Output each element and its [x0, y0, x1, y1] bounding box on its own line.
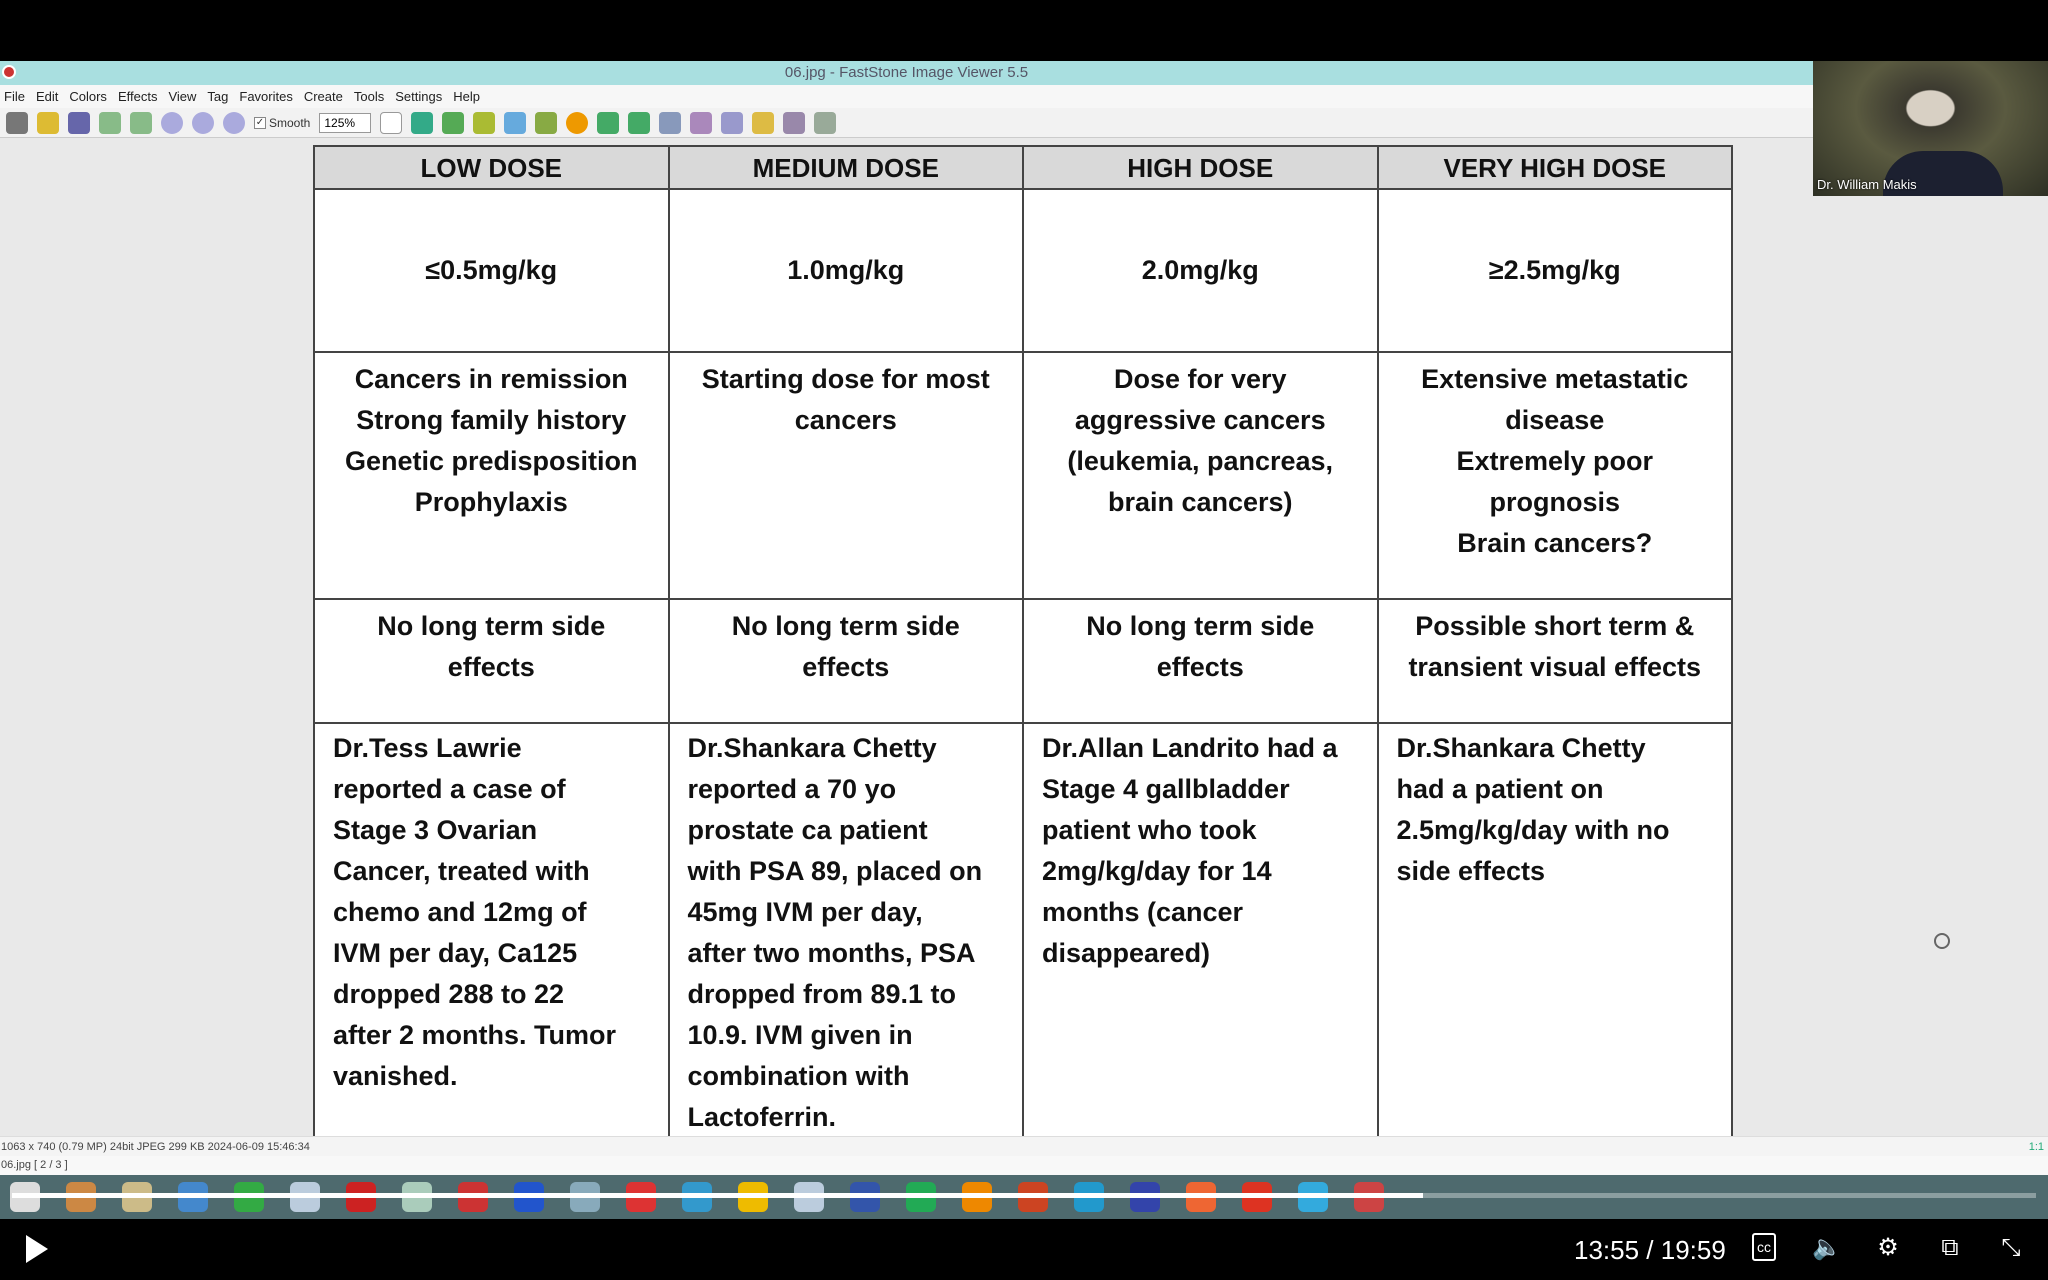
zoom-out-icon[interactable]	[192, 111, 214, 134]
next-icon[interactable]	[130, 111, 152, 134]
compare-icon[interactable]	[659, 111, 682, 134]
properties-icon[interactable]	[814, 111, 837, 134]
effects-icon[interactable]	[566, 111, 589, 134]
header-very-high-dose: VERY HIGH DOSE	[1376, 145, 1733, 190]
draw-icon[interactable]	[721, 111, 744, 134]
magnifier-cursor-icon	[1934, 933, 1950, 949]
side-effects-cell: No long term side effects	[667, 598, 1024, 724]
fit-icon[interactable]	[223, 111, 245, 134]
side-effects-cell: Possible short term & transient visual e…	[1376, 598, 1733, 724]
zoom-in-icon[interactable]	[161, 111, 183, 134]
indication-cell: Starting dose for most cancers	[667, 351, 1024, 600]
video-time: 13:55 / 19:59	[1574, 1235, 1726, 1265]
print-icon[interactable]	[783, 111, 806, 134]
volume-icon[interactable]: 🔈	[1812, 1234, 1842, 1261]
menu-view[interactable]: View	[168, 89, 197, 104]
side-effects-cell: No long term side effects	[313, 598, 670, 724]
hand-tool-icon[interactable]	[380, 111, 403, 134]
case-report-cell: Dr.Shankara Chetty had a patient on 2.5m…	[1376, 722, 1733, 1140]
case-report-cell: Dr.Tess Lawrie reported a case of Stage …	[313, 722, 670, 1140]
smooth-label: Smooth	[269, 115, 311, 130]
file-index: 06.jpg [ 2 / 3 ]	[1, 1159, 68, 1171]
dose-cell: 1.0mg/kg	[667, 188, 1024, 353]
video-progress-fill	[12, 1193, 1423, 1198]
open-folder-icon[interactable]	[37, 111, 59, 134]
dose-cell: ≤0.5mg/kg	[313, 188, 670, 353]
menu-edit[interactable]: Edit	[35, 89, 59, 104]
video-progress-bar[interactable]	[12, 1193, 2036, 1198]
menu-colors[interactable]: Colors	[69, 89, 107, 104]
wallpaper-icon[interactable]	[690, 111, 713, 134]
rotate-left-icon[interactable]	[597, 111, 620, 134]
speaker-video	[1883, 151, 2003, 196]
indication-cell: Dose for very aggressive cancers (leukem…	[1022, 351, 1379, 600]
menu-bar: File Edit Colors Effects View Tag Favori…	[0, 85, 1813, 108]
menu-tag[interactable]: Tag	[207, 89, 229, 104]
indication-cell: Cancers in remission Strong family histo…	[313, 351, 670, 600]
resize-icon[interactable]	[442, 111, 465, 134]
header-high-dose: HIGH DOSE	[1022, 145, 1379, 190]
menu-create[interactable]: Create	[303, 89, 343, 104]
video-controls: 13:55 / 19:59 cc 🔈 ⚙ ⧉ ⤡	[0, 1219, 2048, 1280]
miniplayer-icon[interactable]: ⧉	[1941, 1234, 1959, 1261]
zoom-select[interactable]: 125%	[319, 112, 372, 133]
side-effects-cell: No long term side effects	[1022, 598, 1379, 724]
email-icon[interactable]	[752, 111, 775, 134]
menu-effects[interactable]: Effects	[117, 89, 158, 104]
check-icon: ✓	[254, 116, 266, 129]
slideshow-icon[interactable]	[411, 111, 434, 134]
rotate-right-icon[interactable]	[628, 111, 651, 134]
menu-tools[interactable]: Tools	[353, 89, 385, 104]
menu-settings[interactable]: Settings	[395, 89, 443, 104]
menu-file[interactable]: File	[4, 89, 25, 104]
webcam-overlay: Dr. William Makis	[1813, 61, 2048, 196]
app-icon	[2, 65, 16, 79]
dose-cell: ≥2.5mg/kg	[1376, 188, 1733, 353]
toolbar: ✓ Smooth 125%	[0, 108, 1813, 138]
case-report-cell: Dr.Shankara Chetty reported a 70 yo pros…	[667, 722, 1024, 1140]
image-info: 1063 x 740 (0.79 MP) 24bit JPEG 299 KB 2…	[1, 1141, 310, 1153]
dose-cell: 2.0mg/kg	[1022, 188, 1379, 353]
exit-fullscreen-icon[interactable]: ⤡	[2001, 1234, 2021, 1261]
actual-size-button[interactable]: 1:1	[2028, 1141, 2044, 1153]
settings-gear-icon[interactable]: ⚙	[1877, 1234, 1899, 1261]
dose-table: LOW DOSE MEDIUM DOSE HIGH DOSE VERY HIGH…	[313, 145, 1733, 1140]
crop-icon[interactable]	[473, 111, 496, 134]
captions-icon[interactable]: cc	[1752, 1233, 1776, 1261]
indication-cell: Extensive metastatic disease Extremely p…	[1376, 351, 1733, 600]
window-title-bar: 06.jpg - FastStone Image Viewer 5.5	[0, 61, 1813, 85]
save-icon[interactable]	[68, 111, 90, 134]
smooth-checkbox[interactable]: ✓ Smooth	[254, 116, 310, 130]
speaker-name: Dr. William Makis	[1817, 177, 1917, 192]
file-status: 06.jpg [ 2 / 3 ]	[0, 1156, 2048, 1175]
previous-icon[interactable]	[99, 111, 121, 134]
menu-favorites[interactable]: Favorites	[239, 89, 293, 104]
acquire-icon[interactable]	[6, 111, 28, 134]
stamp-icon[interactable]	[535, 111, 558, 134]
window-title: 06.jpg - FastStone Image Viewer 5.5	[784, 64, 1029, 81]
status-bar: 1063 x 740 (0.79 MP) 24bit JPEG 299 KB 2…	[0, 1136, 2048, 1156]
header-low-dose: LOW DOSE	[313, 145, 670, 190]
case-report-cell: Dr.Allan Landrito had a Stage 4 gallblad…	[1022, 722, 1379, 1140]
adjust-colors-icon[interactable]	[504, 111, 527, 134]
play-icon[interactable]	[26, 1235, 48, 1263]
menu-help[interactable]: Help	[453, 89, 480, 104]
header-medium-dose: MEDIUM DOSE	[667, 145, 1024, 190]
